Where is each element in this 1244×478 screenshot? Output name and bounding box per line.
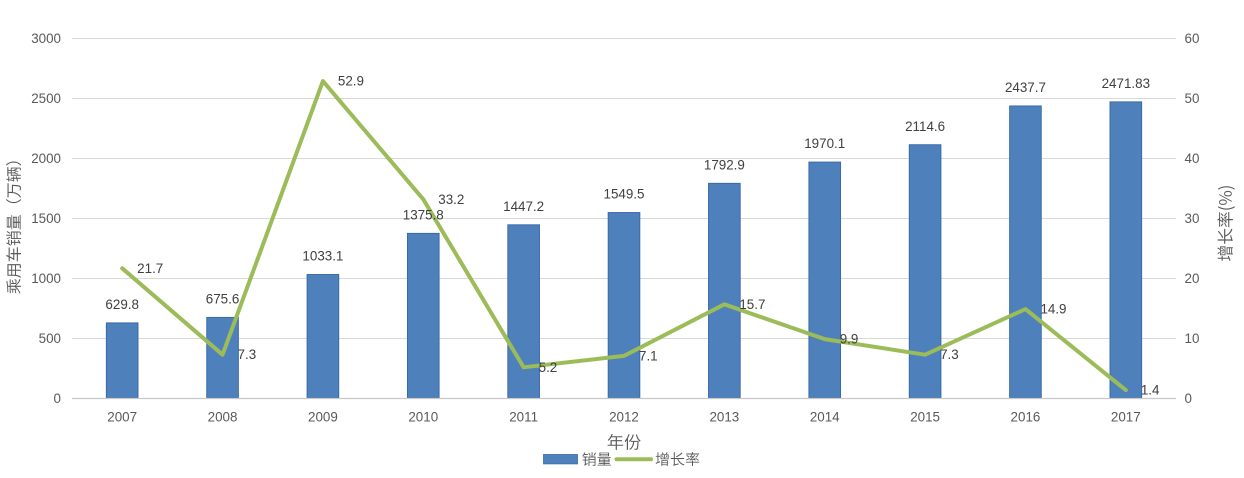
svg-text:1549.5: 1549.5 bbox=[604, 187, 645, 202]
svg-text:1033.1: 1033.1 bbox=[302, 249, 343, 264]
svg-text:675.6: 675.6 bbox=[206, 291, 240, 306]
svg-text:2471.83: 2471.83 bbox=[1102, 76, 1150, 91]
svg-text:2008: 2008 bbox=[208, 410, 238, 425]
svg-text:3000: 3000 bbox=[31, 31, 61, 46]
svg-text:9.9: 9.9 bbox=[840, 332, 859, 347]
svg-text:10: 10 bbox=[1185, 331, 1200, 346]
svg-text:2000: 2000 bbox=[31, 151, 61, 166]
svg-text:7.3: 7.3 bbox=[940, 347, 959, 362]
svg-text:1447.2: 1447.2 bbox=[503, 199, 544, 214]
svg-text:21.7: 21.7 bbox=[137, 261, 163, 276]
svg-text:2500: 2500 bbox=[31, 91, 61, 106]
svg-text:2009: 2009 bbox=[308, 410, 338, 425]
svg-text:2015: 2015 bbox=[910, 410, 940, 425]
svg-text:2007: 2007 bbox=[107, 410, 137, 425]
svg-text:20: 20 bbox=[1185, 271, 1200, 286]
svg-text:50: 50 bbox=[1185, 91, 1200, 106]
svg-text:40: 40 bbox=[1185, 151, 1200, 166]
svg-text:14.9: 14.9 bbox=[1040, 302, 1066, 317]
svg-text:2011: 2011 bbox=[509, 410, 538, 425]
svg-text:2114.6: 2114.6 bbox=[905, 119, 945, 134]
svg-text:5.2: 5.2 bbox=[539, 360, 558, 375]
svg-text:2012: 2012 bbox=[609, 410, 639, 425]
svg-text:629.8: 629.8 bbox=[105, 297, 139, 312]
svg-text:0: 0 bbox=[1185, 391, 1192, 406]
svg-text:2014: 2014 bbox=[810, 410, 840, 425]
svg-text:1500: 1500 bbox=[31, 211, 61, 226]
svg-text:2013: 2013 bbox=[709, 410, 739, 425]
svg-text:1.4: 1.4 bbox=[1141, 383, 1160, 398]
svg-text:1000: 1000 bbox=[31, 271, 61, 286]
svg-text:2016: 2016 bbox=[1011, 410, 1041, 425]
svg-text:500: 500 bbox=[39, 331, 61, 346]
svg-text:15.7: 15.7 bbox=[739, 297, 765, 312]
svg-text:7.3: 7.3 bbox=[238, 347, 257, 362]
svg-text:30: 30 bbox=[1185, 211, 1200, 226]
svg-text:1970.1: 1970.1 bbox=[804, 136, 845, 151]
svg-text:33.2: 33.2 bbox=[438, 192, 464, 207]
svg-text:1375.8: 1375.8 bbox=[403, 207, 444, 222]
svg-text:60: 60 bbox=[1185, 31, 1200, 46]
svg-text:7.1: 7.1 bbox=[639, 348, 658, 363]
svg-text:52.9: 52.9 bbox=[338, 74, 364, 89]
svg-text:2017: 2017 bbox=[1111, 410, 1141, 425]
svg-text:2437.7: 2437.7 bbox=[1005, 80, 1046, 95]
svg-text:1792.9: 1792.9 bbox=[704, 157, 745, 172]
svg-text:2010: 2010 bbox=[408, 410, 438, 425]
svg-text:0: 0 bbox=[54, 391, 61, 406]
